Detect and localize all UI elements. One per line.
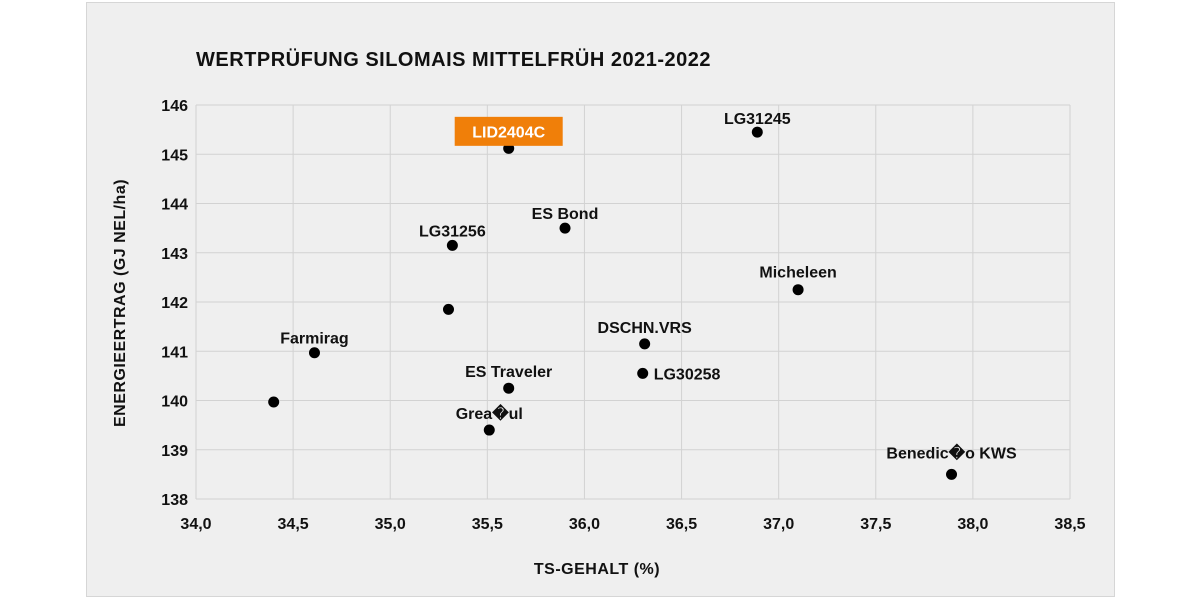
y-tick-label: 139 xyxy=(161,443,188,460)
data-point xyxy=(792,284,804,296)
point-label: Grea�ul xyxy=(456,403,523,423)
point-label: LG30258 xyxy=(654,366,721,383)
point-label: LG31256 xyxy=(419,223,486,240)
point-label: ES Traveler xyxy=(465,364,552,381)
x-tick-label: 38,5 xyxy=(1054,516,1085,533)
y-tick-label: 146 xyxy=(161,98,188,115)
data-point xyxy=(446,239,458,251)
data-point xyxy=(559,222,571,234)
point-label: LID2404C xyxy=(472,124,545,141)
y-tick-label: 144 xyxy=(161,197,188,214)
x-tick-label: 37,0 xyxy=(763,516,794,533)
x-tick-label: 35,5 xyxy=(472,516,503,533)
y-tick-label: 138 xyxy=(161,492,188,509)
data-point xyxy=(308,347,320,359)
chart-frame: WERTPRÜFUNG SILOMAIS MITTELFRÜH 2021-202… xyxy=(86,2,1115,597)
y-axis-title: ENERGIEERTRAG (GJ NEL/ha) xyxy=(112,179,129,427)
point-label: ES Bond xyxy=(532,206,599,223)
x-tick-label: 36,0 xyxy=(569,516,600,533)
chart-title: WERTPRÜFUNG SILOMAIS MITTELFRÜH 2021-202… xyxy=(196,48,711,71)
point-label: LG31245 xyxy=(724,111,791,128)
data-point xyxy=(946,468,958,480)
x-tick-label: 34,5 xyxy=(278,516,309,533)
point-label: DSCHN.VRS xyxy=(598,320,693,337)
x-axis-title: TS-GEHALT (%) xyxy=(534,561,660,578)
x-tick-label: 34,0 xyxy=(180,516,211,533)
y-tick-label: 140 xyxy=(161,394,188,411)
y-tick-label: 143 xyxy=(161,246,188,263)
data-point xyxy=(639,338,651,350)
y-tick-label: 145 xyxy=(161,147,188,164)
scatter-chart: WERTPRÜFUNG SILOMAIS MITTELFRÜH 2021-202… xyxy=(112,48,1086,578)
y-tick-label: 141 xyxy=(161,344,188,361)
x-tick-label: 38,0 xyxy=(957,516,988,533)
data-point xyxy=(268,396,280,408)
data-point xyxy=(751,126,763,138)
data-point xyxy=(637,367,649,379)
grid xyxy=(195,104,1071,500)
x-tick-label: 35,0 xyxy=(375,516,406,533)
data-point xyxy=(442,303,454,315)
data-point xyxy=(503,382,515,394)
point-label: Farmirag xyxy=(280,331,348,348)
highlight-label-box xyxy=(454,116,563,146)
x-tick-label: 37,5 xyxy=(860,516,891,533)
x-tick-label: 36,5 xyxy=(666,516,697,533)
point-label: Benedic�o KWS xyxy=(886,442,1017,462)
data-points: LID2404C LG31245 ES Bond LG31256 Micheleen DS… xyxy=(268,111,1017,480)
data-point xyxy=(483,424,495,436)
tick-labels: 34,0 34,5 35,0 35,5 36,0 36,5 37,0 37,5 38,0 38,5… xyxy=(161,98,1085,533)
y-tick-label: 142 xyxy=(161,295,188,312)
point-label: Micheleen xyxy=(759,265,836,282)
